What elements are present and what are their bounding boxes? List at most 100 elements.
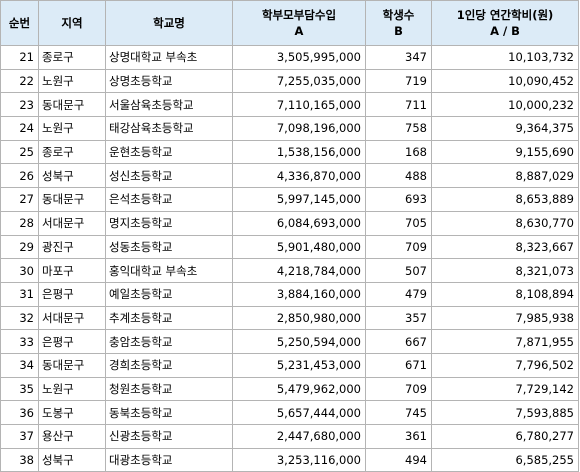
cell-per-student: 7,729,142: [431, 376, 579, 402]
cell-rank: 38: [0, 447, 39, 472]
cell-per-student: 7,871,955: [431, 329, 579, 354]
cell-parent-burden: 4,218,784,000: [232, 258, 366, 283]
cell-per-student: 8,108,894: [431, 281, 579, 307]
cell-school: 신광초등학교: [105, 424, 233, 449]
table-row: 27 동대문구 은석초등학교 5,997,145,000 693 8,653,889: [0, 187, 579, 212]
cell-parent-burden: 3,884,160,000: [232, 281, 366, 307]
table-row: 38 성북구 대광초등학교 3,253,116,000 494 6,585,255: [0, 447, 579, 472]
table-row: 37 용산구 신광초등학교 2,447,680,000 361 6,780,277: [0, 424, 579, 449]
cell-school: 상명대학교 부속초: [105, 45, 233, 70]
cell-school: 은석초등학교: [105, 187, 233, 212]
cell-rank: 30: [0, 258, 39, 283]
cell-region: 광진구: [38, 234, 106, 260]
cell-parent-burden: 5,657,444,000: [232, 400, 366, 425]
header-parent-burden: 학부모부담수입 A: [232, 0, 366, 46]
cell-parent-burden: 3,505,995,000: [232, 45, 366, 70]
header-school: 학교명: [105, 0, 233, 46]
cell-school: 서울삼육초등학교: [105, 92, 233, 118]
header-parent-burden-label: 학부모부담수입: [261, 8, 337, 22]
cell-per-student: 10,103,732: [431, 45, 579, 70]
cell-region: 노원구: [38, 376, 106, 402]
cell-rank: 24: [0, 116, 39, 141]
cell-per-student: 8,653,889: [431, 187, 579, 212]
cell-parent-burden: 5,901,480,000: [232, 234, 366, 260]
cell-per-student: 10,090,452: [431, 68, 579, 94]
cell-parent-burden: 2,850,980,000: [232, 305, 366, 331]
cell-per-student: 9,364,375: [431, 116, 579, 141]
header-students: 학생수 B: [365, 0, 432, 46]
cell-region: 서대문구: [38, 305, 106, 331]
table-row: 22 노원구 상명초등학교 7,255,035,000 719 10,090,452: [0, 68, 579, 94]
cell-students: 693: [365, 187, 432, 212]
cell-rank: 23: [0, 92, 39, 118]
cell-school: 추계초등학교: [105, 305, 233, 331]
cell-students: 507: [365, 258, 432, 283]
cell-per-student: 7,985,938: [431, 305, 579, 331]
table-row: 33 은평구 충암초등학교 5,250,594,000 667 7,871,955: [0, 329, 579, 354]
table-row: 26 성북구 성신초등학교 4,336,870,000 488 8,887,029: [0, 163, 579, 189]
cell-students: 705: [365, 210, 432, 236]
cell-rank: 36: [0, 400, 39, 425]
cell-students: 709: [365, 234, 432, 260]
cell-school: 충암초등학교: [105, 329, 233, 354]
cell-students: 168: [365, 139, 432, 165]
cell-rank: 31: [0, 281, 39, 307]
cell-parent-burden: 7,110,165,000: [232, 92, 366, 118]
table-row: 34 동대문구 경희초등학교 5,231,453,000 671 7,796,502: [0, 352, 579, 378]
cell-per-student: 6,585,255: [431, 447, 579, 472]
cell-parent-burden: 5,479,962,000: [232, 376, 366, 402]
cell-students: 357: [365, 305, 432, 331]
header-parent-burden-sub: A: [294, 24, 304, 38]
cell-region: 은평구: [38, 329, 106, 354]
header-region: 지역: [38, 0, 106, 46]
cell-region: 성북구: [38, 447, 106, 472]
cell-per-student: 8,630,770: [431, 210, 579, 236]
cell-parent-burden: 7,255,035,000: [232, 68, 366, 94]
cell-per-student: 8,323,667: [431, 234, 579, 260]
table-row: 30 마포구 홍익대학교 부속초 4,218,784,000 507 8,321,073: [0, 258, 579, 283]
cell-rank: 32: [0, 305, 39, 331]
cell-per-student: 9,155,690: [431, 139, 579, 165]
cell-students: 711: [365, 92, 432, 118]
cell-students: 745: [365, 400, 432, 425]
cell-region: 서대문구: [38, 210, 106, 236]
table-row: 35 노원구 청원초등학교 5,479,962,000 709 7,729,142: [0, 376, 579, 402]
cell-school: 경희초등학교: [105, 352, 233, 378]
cell-students: 709: [365, 376, 432, 402]
cell-region: 마포구: [38, 258, 106, 283]
header-rank: 순번: [0, 0, 39, 46]
cell-rank: 33: [0, 329, 39, 354]
cell-region: 성북구: [38, 163, 106, 189]
cell-per-student: 8,887,029: [431, 163, 579, 189]
cell-region: 종로구: [38, 139, 106, 165]
cell-students: 361: [365, 424, 432, 449]
cell-parent-burden: 2,447,680,000: [232, 424, 366, 449]
cell-parent-burden: 3,253,116,000: [232, 447, 366, 472]
cell-parent-burden: 5,231,453,000: [232, 352, 366, 378]
cell-school: 예일초등학교: [105, 281, 233, 307]
cell-rank: 28: [0, 210, 39, 236]
cell-school: 청원초등학교: [105, 376, 233, 402]
cell-rank: 26: [0, 163, 39, 189]
header-students-sub: B: [394, 24, 403, 38]
cell-students: 488: [365, 163, 432, 189]
header-row: 순번 지역 학교명 학부모부담수입 A 학생수 B 1인당 연간학비(원) A …: [0, 0, 579, 46]
cell-students: 758: [365, 116, 432, 141]
cell-parent-burden: 7,098,196,000: [232, 116, 366, 141]
cell-rank: 22: [0, 68, 39, 94]
header-per-student-sub: A / B: [490, 24, 520, 38]
cell-students: 719: [365, 68, 432, 94]
table-body: 21 종로구 상명대학교 부속초 3,505,995,000 347 10,103,732…: [0, 45, 579, 472]
table-row: 23 동대문구 서울삼육초등학교 7,110,165,000 711 10,000,232: [0, 92, 579, 118]
header-students-label: 학생수: [382, 8, 415, 22]
table-row: 24 노원구 태강삼육초등학교 7,098,196,000 758 9,364,375: [0, 116, 579, 141]
cell-rank: 25: [0, 139, 39, 165]
cell-rank: 35: [0, 376, 39, 402]
cell-parent-burden: 4,336,870,000: [232, 163, 366, 189]
cell-students: 671: [365, 352, 432, 378]
table-row: 36 도봉구 동북초등학교 5,657,444,000 745 7,593,885: [0, 400, 579, 425]
cell-per-student: 7,593,885: [431, 400, 579, 425]
cell-school: 홍익대학교 부속초: [105, 258, 233, 283]
header-per-student-label: 1인당 연간학비(원): [456, 8, 554, 22]
